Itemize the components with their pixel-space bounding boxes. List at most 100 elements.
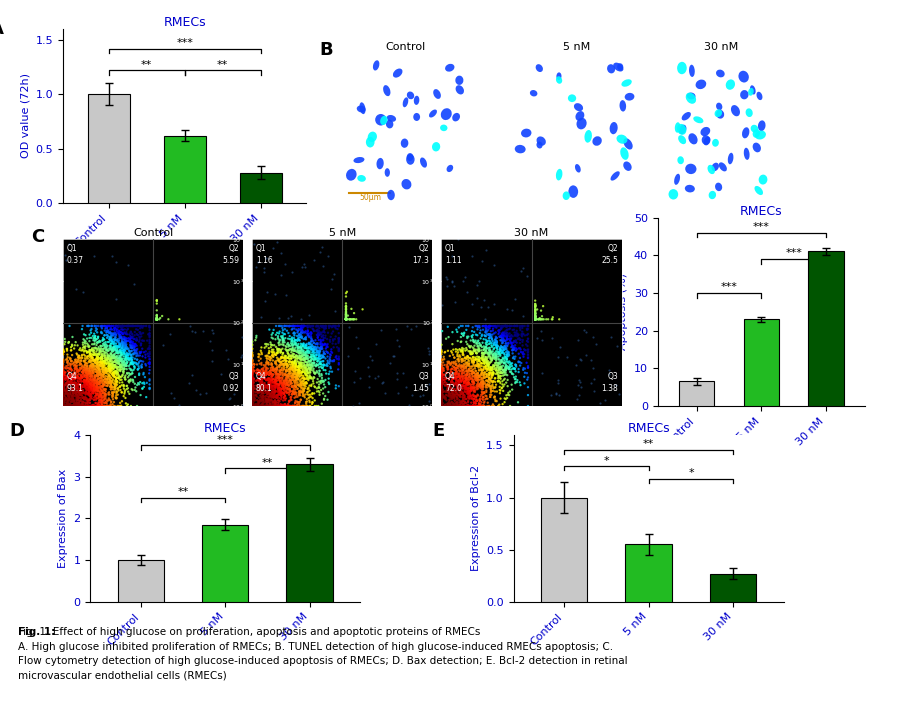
Point: [86, 367, 100, 378]
Point: [64, 396, 78, 407]
Point: [96, 356, 111, 368]
Point: [82, 394, 96, 406]
Point: [253, 400, 268, 412]
Point: [339, 313, 353, 325]
Point: [61, 392, 76, 404]
Point: [528, 313, 542, 325]
Point: [305, 357, 319, 369]
Point: [434, 400, 449, 412]
Point: [105, 333, 119, 344]
Point: [498, 344, 513, 355]
Point: [459, 400, 473, 412]
Point: [282, 320, 296, 332]
Point: [150, 313, 164, 325]
Point: [288, 342, 303, 354]
Point: [257, 400, 271, 412]
Point: [288, 361, 303, 373]
Point: [332, 343, 346, 355]
Point: [272, 372, 287, 384]
Point: [289, 339, 304, 351]
Point: [276, 349, 290, 360]
Point: [259, 400, 274, 412]
Point: [268, 363, 283, 375]
Point: [65, 384, 79, 395]
Point: [507, 320, 522, 332]
Point: [476, 380, 490, 392]
Ellipse shape: [401, 138, 408, 148]
Point: [475, 380, 489, 392]
Point: [496, 374, 511, 386]
Point: [421, 342, 435, 354]
Point: [528, 313, 542, 325]
Point: [450, 386, 464, 398]
Point: [339, 313, 353, 325]
Point: [444, 345, 459, 357]
Point: [193, 388, 207, 399]
Point: [281, 400, 296, 412]
Point: [457, 378, 471, 389]
Point: [126, 320, 141, 332]
Point: [91, 349, 105, 360]
Point: [83, 345, 97, 357]
Point: [71, 400, 86, 412]
Point: [329, 338, 343, 349]
Point: [476, 392, 490, 403]
Point: [467, 356, 481, 368]
Point: [528, 313, 542, 325]
Point: [94, 346, 108, 357]
Point: [85, 323, 99, 335]
Point: [434, 367, 449, 378]
Point: [293, 370, 307, 382]
Point: [528, 313, 542, 325]
Point: [60, 390, 75, 402]
Point: [286, 362, 300, 373]
Point: [332, 328, 346, 339]
Point: [245, 400, 259, 412]
Point: [310, 329, 324, 341]
Point: [309, 349, 323, 360]
Point: [479, 342, 494, 354]
Point: [82, 381, 96, 392]
Point: [92, 368, 106, 380]
Point: [290, 400, 305, 412]
Point: [128, 381, 142, 393]
Point: [69, 389, 84, 401]
Point: [308, 368, 323, 380]
Point: [494, 367, 508, 378]
Point: [293, 396, 307, 407]
Point: [487, 320, 502, 332]
Point: [247, 400, 261, 412]
Point: [258, 369, 272, 381]
Point: [339, 313, 353, 325]
Point: [314, 339, 328, 350]
Point: [130, 334, 144, 346]
Point: [91, 382, 105, 394]
Point: [97, 357, 112, 369]
Point: [284, 400, 298, 412]
Point: [450, 381, 464, 392]
Point: [245, 400, 259, 412]
Point: [61, 372, 76, 384]
Point: [82, 383, 96, 394]
Point: [289, 334, 304, 346]
Point: [473, 361, 487, 373]
Point: [267, 397, 281, 408]
Point: [528, 313, 542, 325]
Point: [296, 389, 311, 400]
Point: [463, 400, 478, 412]
Point: [115, 340, 130, 352]
Point: [77, 400, 91, 412]
Point: [103, 394, 117, 406]
Point: [287, 371, 301, 383]
Point: [71, 400, 86, 412]
Point: [528, 313, 542, 325]
Point: [104, 381, 118, 393]
Point: [294, 378, 308, 390]
Point: [435, 384, 450, 395]
Point: [528, 312, 542, 324]
Point: [528, 313, 542, 325]
Point: [486, 377, 500, 389]
Point: [65, 374, 79, 386]
Point: [449, 359, 463, 370]
Point: [295, 332, 309, 344]
